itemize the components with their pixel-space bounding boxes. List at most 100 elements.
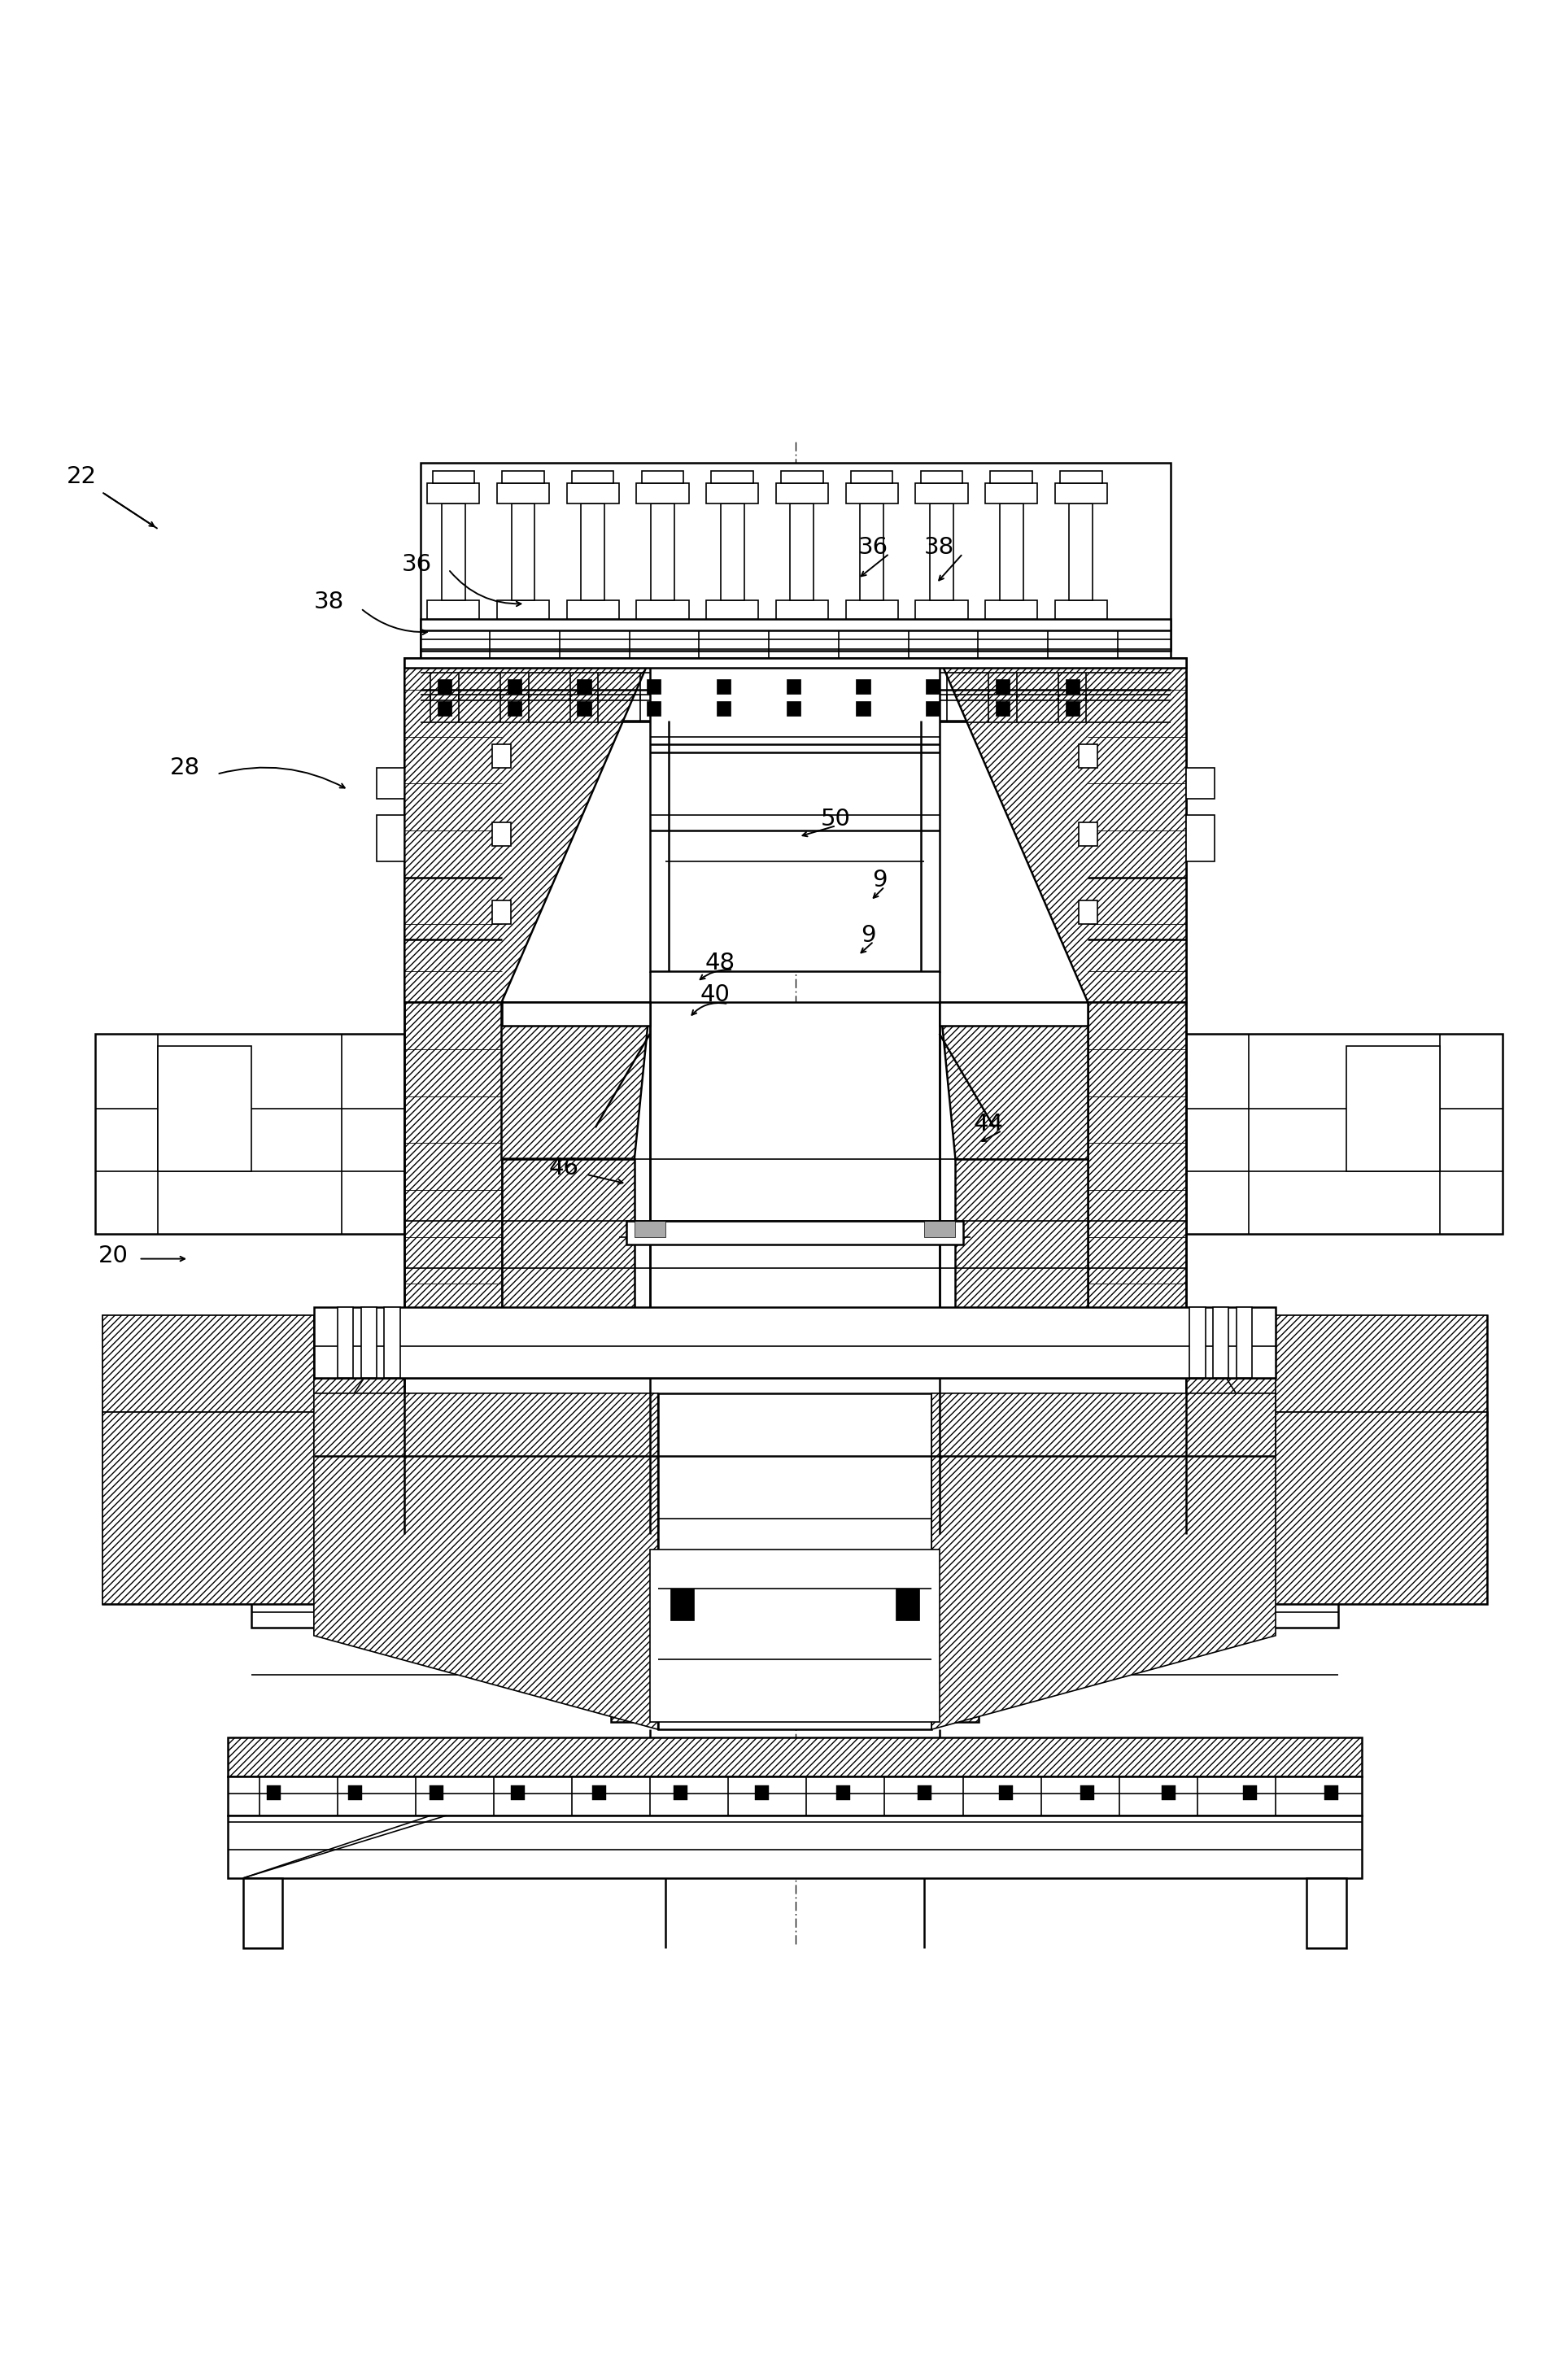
Bar [572, 471, 614, 483]
Bar [924, 1221, 955, 1238]
Bar [996, 702, 1010, 716]
Bar [496, 483, 550, 505]
Bar [1060, 471, 1102, 483]
Text: 40: 40 [700, 983, 730, 1007]
Bar [229, 1816, 1361, 1878]
Bar [103, 1316, 404, 1421]
Bar [670, 1590, 694, 1621]
Bar [1214, 1307, 1229, 1378]
Bar [1345, 1047, 1439, 1171]
Bar [916, 600, 968, 619]
Bar [404, 659, 1187, 669]
Bar [650, 1002, 940, 1316]
Bar [496, 600, 550, 619]
Bar [706, 483, 758, 505]
Bar [860, 505, 883, 600]
Bar [420, 619, 1171, 650]
Bar [1081, 1785, 1095, 1799]
Bar [926, 681, 940, 693]
Bar [836, 1785, 850, 1799]
Bar [1070, 505, 1093, 600]
Bar [243, 1878, 282, 1949]
Bar [996, 681, 1010, 693]
Bar [1187, 1411, 1486, 1604]
Bar [251, 1535, 1337, 1580]
Text: 9: 9 [861, 923, 877, 947]
Text: 28: 28 [171, 757, 200, 778]
Bar [755, 1785, 769, 1799]
Bar [376, 769, 404, 800]
Polygon shape [103, 1411, 404, 1604]
Bar [985, 600, 1037, 619]
Bar [775, 600, 828, 619]
Polygon shape [1187, 1033, 1502, 1233]
Bar [940, 1002, 1088, 1026]
Bar [337, 1307, 352, 1378]
Bar [1325, 1785, 1337, 1799]
Bar [1187, 814, 1215, 862]
Bar [896, 1590, 919, 1621]
Bar [921, 471, 963, 483]
Bar [1065, 681, 1079, 693]
Bar [492, 745, 511, 769]
Bar [420, 659, 1171, 721]
Bar [611, 1549, 979, 1721]
Bar [846, 483, 897, 505]
Bar [720, 505, 744, 600]
Text: 36: 36 [858, 536, 888, 559]
Text: 9: 9 [872, 869, 888, 892]
Bar [592, 1785, 606, 1799]
Bar [857, 681, 871, 693]
Bar [673, 1785, 687, 1799]
Bar [650, 1549, 940, 1721]
Bar [791, 505, 814, 600]
Bar [567, 600, 619, 619]
Bar [926, 702, 940, 716]
Bar [1237, 1307, 1253, 1378]
Bar [786, 702, 800, 716]
Bar [507, 702, 521, 716]
Text: 20: 20 [99, 1245, 128, 1266]
Bar [786, 681, 800, 693]
Text: 44: 44 [974, 1114, 1004, 1135]
Bar [251, 1580, 1337, 1628]
Bar [626, 1221, 963, 1245]
Bar [511, 1785, 525, 1799]
Polygon shape [404, 659, 501, 1002]
Bar [999, 505, 1023, 600]
Bar [1162, 1785, 1176, 1799]
Bar [711, 471, 753, 483]
Bar [647, 681, 661, 693]
Bar [717, 702, 731, 716]
Bar [360, 1307, 376, 1378]
Bar [850, 471, 893, 483]
Bar [1055, 600, 1107, 619]
Polygon shape [1187, 1316, 1486, 1421]
Bar [647, 702, 661, 716]
Bar [636, 483, 689, 505]
Bar [1079, 900, 1098, 923]
Bar [437, 681, 451, 693]
Bar [1079, 745, 1098, 769]
Text: 46: 46 [548, 1157, 578, 1180]
Bar [420, 464, 1171, 659]
Text: 38: 38 [924, 536, 954, 559]
Bar [857, 702, 871, 716]
Bar [642, 471, 683, 483]
Polygon shape [940, 659, 1187, 1002]
Polygon shape [1088, 659, 1187, 1002]
Text: 48: 48 [705, 952, 734, 976]
Polygon shape [932, 1392, 1276, 1730]
Polygon shape [404, 1002, 501, 1316]
Bar [578, 702, 592, 716]
Bar [651, 505, 675, 600]
Bar [918, 1785, 932, 1799]
Bar [990, 471, 1032, 483]
Polygon shape [313, 1392, 658, 1730]
Bar [492, 823, 511, 845]
Bar [658, 1392, 932, 1730]
Bar [706, 600, 758, 619]
Bar [636, 600, 689, 619]
Bar [567, 483, 619, 505]
Bar [229, 1737, 1361, 1775]
